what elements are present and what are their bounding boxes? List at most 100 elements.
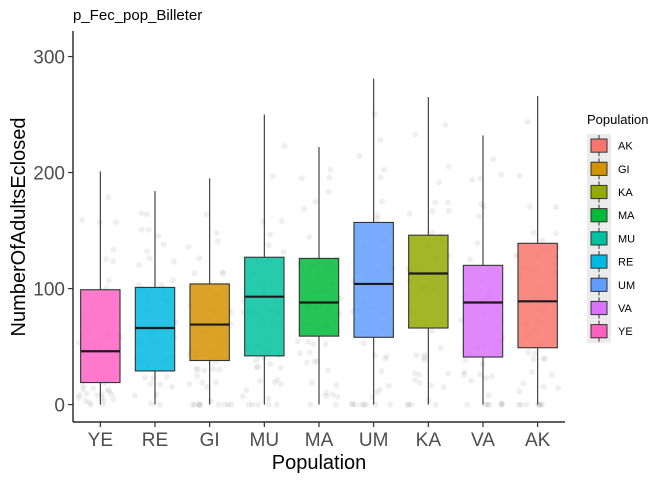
jitter-point <box>352 401 359 408</box>
jitter-point <box>553 204 560 211</box>
jitter-point <box>253 357 260 364</box>
jitter-point <box>277 381 284 388</box>
jitter-point <box>143 211 150 218</box>
jitter-point <box>467 256 474 263</box>
jitter-point <box>444 199 451 206</box>
jitter-point <box>144 248 151 255</box>
x-axis-title: Population <box>272 452 367 474</box>
jitter-point <box>131 392 138 399</box>
jitter-point <box>243 386 250 393</box>
jitter-point <box>383 353 390 360</box>
jitter-point <box>80 386 87 393</box>
jitter-point <box>445 163 452 170</box>
jitter-point <box>169 277 176 284</box>
jitter-point <box>221 401 228 408</box>
jitter-point <box>99 401 106 408</box>
jitter-point <box>158 282 165 289</box>
jitter-point <box>378 368 385 375</box>
jitter-point <box>528 368 535 375</box>
jitter-point <box>220 270 227 277</box>
jitter-point <box>296 350 303 357</box>
jitter-point <box>83 390 90 397</box>
jitter-point <box>212 379 219 386</box>
boxes <box>80 78 558 405</box>
jitter-point <box>334 393 341 400</box>
jitter-point <box>215 401 222 408</box>
jitter-point <box>458 317 465 324</box>
jitter-point <box>75 394 82 401</box>
jitter-point <box>464 401 471 408</box>
jitter-point <box>191 401 198 408</box>
jitter-point <box>277 364 284 371</box>
jitter-point <box>489 373 496 380</box>
jitter-point <box>348 400 355 407</box>
legend-entry-va: VA <box>587 296 633 320</box>
jitter-point <box>155 233 162 240</box>
jitter-point <box>376 386 383 393</box>
jitter-point <box>214 238 221 245</box>
jitter-point <box>416 379 423 386</box>
jitter-point <box>461 371 468 378</box>
jitter-point <box>371 111 378 118</box>
x-tick-label: MA <box>305 430 334 451</box>
jitter-point <box>213 229 220 236</box>
jitter-point <box>374 212 381 219</box>
jitter-point <box>540 355 547 362</box>
jitter-point <box>333 382 340 389</box>
jitter-point <box>406 210 413 217</box>
jitter-point <box>201 367 208 374</box>
jitter-point <box>468 377 475 384</box>
jitter-point <box>482 375 489 382</box>
legend-entry-um: UM <box>587 273 635 297</box>
jitter-point <box>195 366 202 373</box>
legend-swatch <box>590 231 608 246</box>
jitter-point <box>110 246 117 253</box>
jitter-point <box>542 355 549 362</box>
jitter-point <box>150 375 157 382</box>
legend: Population AK GI KA MA MU RE UM VA YE <box>587 112 648 343</box>
box-body <box>298 257 340 337</box>
jitter-point <box>82 397 89 404</box>
jitter-point <box>429 229 436 236</box>
jitter-point <box>372 401 379 408</box>
jitter-point <box>257 378 264 385</box>
jitter-point <box>280 249 287 256</box>
jitter-point <box>104 386 111 393</box>
jitter-point <box>440 384 447 391</box>
jitter-point <box>265 242 272 249</box>
jitter-point <box>552 230 559 237</box>
box-body <box>517 242 558 349</box>
jitter-point <box>106 388 113 395</box>
jitter-point <box>333 401 340 408</box>
jitter-point <box>216 366 223 373</box>
legend-entry-gi: GI <box>587 157 630 181</box>
jitter-point <box>411 370 418 377</box>
legend-label: MU <box>618 233 635 245</box>
jitter-point <box>271 379 278 386</box>
jitter-point <box>322 341 329 348</box>
jitter-point <box>535 401 542 408</box>
jitter-point <box>325 367 332 374</box>
legend-entry-re: RE <box>587 250 633 274</box>
jitter-point <box>110 396 117 403</box>
x-tick-label: RE <box>142 430 168 451</box>
jitter-point <box>498 171 505 178</box>
jitter-point <box>362 401 369 408</box>
jitter-point <box>349 401 356 408</box>
jitter-point <box>387 401 394 408</box>
x-tick-label: KA <box>416 430 442 451</box>
jitter-point <box>306 233 313 240</box>
box-body <box>189 283 230 362</box>
jitter-point <box>531 350 538 357</box>
jitter-point <box>412 376 419 383</box>
box-ye <box>80 171 121 405</box>
jitter-point <box>413 352 420 359</box>
jitter-point <box>138 226 145 233</box>
jitter-point <box>141 374 148 381</box>
jitter-point <box>329 391 336 398</box>
legend-label: AK <box>618 141 633 153</box>
jitter-point <box>485 392 492 399</box>
jitter-point <box>157 381 164 388</box>
y-axis-title: NumberOfAdultsEclosed <box>8 118 30 337</box>
jitter-point <box>100 397 107 404</box>
